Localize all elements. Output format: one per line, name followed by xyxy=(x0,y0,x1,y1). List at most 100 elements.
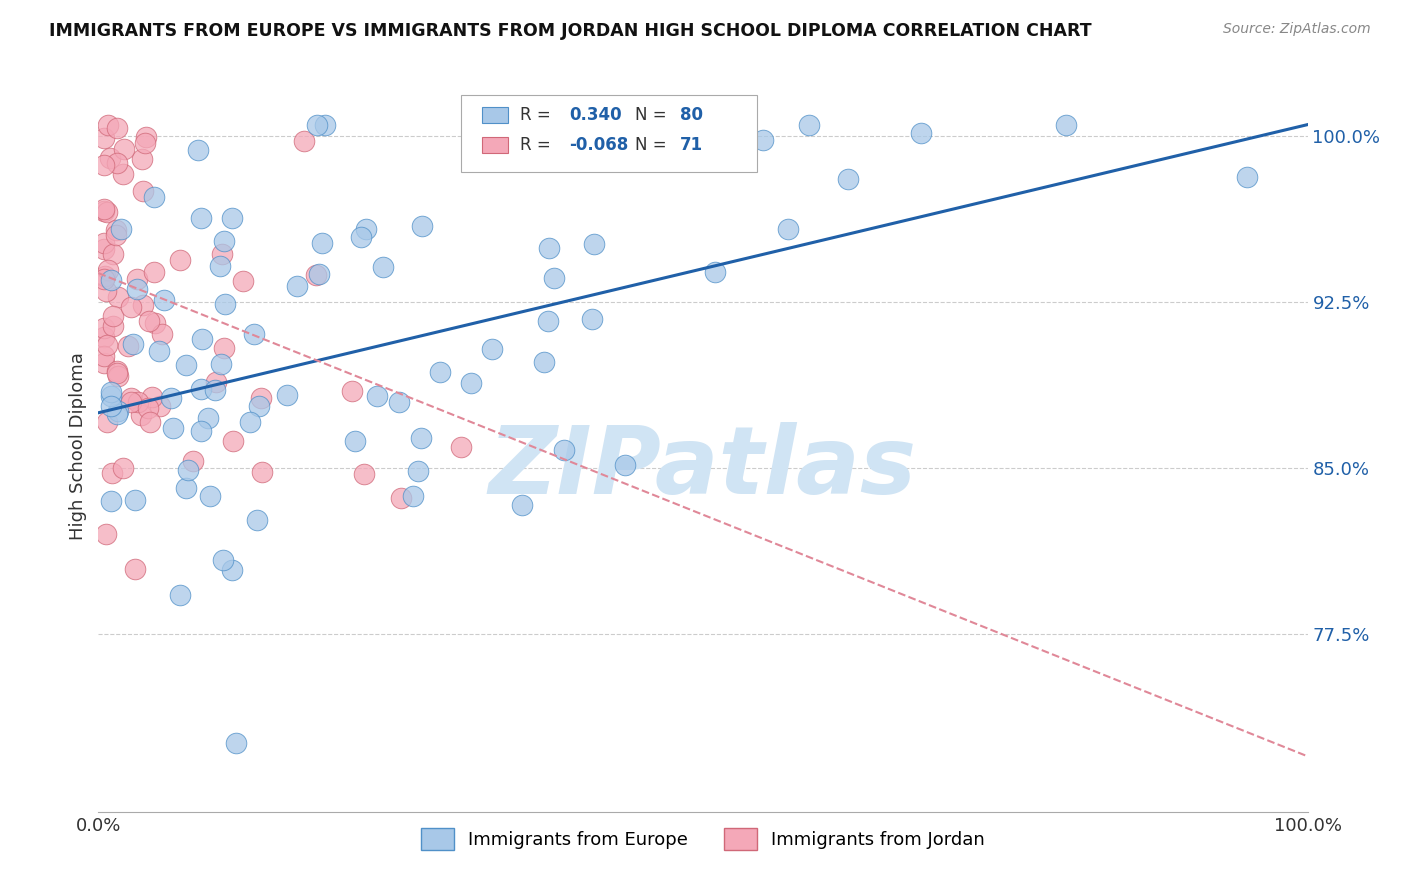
Point xyxy=(411,219,433,234)
Point xyxy=(107,404,129,418)
Point xyxy=(93,203,115,218)
Point xyxy=(553,443,575,458)
Point xyxy=(910,126,932,140)
Point xyxy=(181,454,204,468)
Point xyxy=(121,336,143,351)
Point xyxy=(127,395,149,409)
Text: 80: 80 xyxy=(681,106,703,124)
Point xyxy=(111,167,134,181)
Point xyxy=(104,223,127,237)
Point xyxy=(149,399,172,413)
Point xyxy=(308,267,330,281)
Point xyxy=(311,235,333,250)
Point xyxy=(105,155,128,169)
Point xyxy=(127,272,149,286)
Point xyxy=(389,491,412,505)
Point xyxy=(101,319,124,334)
Point xyxy=(276,388,298,402)
Point xyxy=(776,222,799,236)
Point xyxy=(94,284,117,298)
Point xyxy=(187,143,209,157)
Point xyxy=(204,383,226,397)
Point xyxy=(96,338,118,352)
Point xyxy=(353,467,375,481)
Point xyxy=(135,130,157,145)
Point xyxy=(101,246,124,260)
Text: IMMIGRANTS FROM EUROPE VS IMMIGRANTS FROM JORDAN HIGH SCHOOL DIPLOMA CORRELATION: IMMIGRANTS FROM EUROPE VS IMMIGRANTS FRO… xyxy=(49,22,1092,40)
Point xyxy=(105,366,128,380)
Point xyxy=(93,330,115,344)
Point xyxy=(1054,118,1077,132)
Point xyxy=(190,332,212,346)
Point xyxy=(209,357,232,371)
Point xyxy=(117,339,139,353)
Point xyxy=(211,553,233,567)
Point xyxy=(593,127,616,141)
Point xyxy=(105,407,128,421)
Point xyxy=(1236,170,1258,185)
Point xyxy=(246,513,269,527)
Text: ZIPatlas: ZIPatlas xyxy=(489,422,917,514)
Point xyxy=(205,375,228,389)
Point xyxy=(105,228,128,243)
Point xyxy=(344,434,367,448)
Point xyxy=(100,389,122,403)
Point xyxy=(141,390,163,404)
Point xyxy=(190,211,212,225)
Point xyxy=(197,411,219,425)
Point xyxy=(98,151,121,165)
Point xyxy=(460,376,482,390)
Point xyxy=(124,562,146,576)
Point xyxy=(481,342,503,356)
Point xyxy=(177,462,200,476)
Point xyxy=(124,492,146,507)
Point xyxy=(97,263,120,277)
Point xyxy=(112,142,135,156)
Point xyxy=(169,588,191,602)
Point xyxy=(190,382,212,396)
Point xyxy=(105,120,128,135)
Point xyxy=(93,242,115,256)
Point xyxy=(411,431,433,445)
Point xyxy=(543,271,565,285)
Y-axis label: High School Diploma: High School Diploma xyxy=(69,352,87,540)
Point xyxy=(107,368,129,383)
Point xyxy=(112,461,135,475)
Point xyxy=(247,399,270,413)
Point xyxy=(657,118,679,132)
Point xyxy=(538,240,561,254)
Point xyxy=(354,222,377,236)
Text: 71: 71 xyxy=(681,136,703,153)
Point xyxy=(101,466,124,480)
Text: Source: ZipAtlas.com: Source: ZipAtlas.com xyxy=(1223,22,1371,37)
Point xyxy=(837,172,859,186)
Point xyxy=(582,236,605,251)
Point xyxy=(138,416,160,430)
Point xyxy=(105,363,128,377)
Point xyxy=(93,272,115,286)
Text: R =: R = xyxy=(520,106,557,124)
Point xyxy=(100,400,122,414)
Point xyxy=(613,458,636,472)
Point xyxy=(143,316,166,330)
Point xyxy=(703,265,725,279)
Text: N =: N = xyxy=(636,106,672,124)
Point xyxy=(107,290,129,304)
Point xyxy=(585,118,607,132)
Point xyxy=(429,365,451,379)
Point xyxy=(93,158,115,172)
Point xyxy=(162,420,184,434)
FancyBboxPatch shape xyxy=(482,136,509,153)
Point xyxy=(305,268,328,282)
Point xyxy=(221,211,243,226)
Point xyxy=(371,260,394,274)
Point xyxy=(97,118,120,132)
Point xyxy=(231,274,253,288)
Point xyxy=(138,314,160,328)
Point xyxy=(93,202,115,216)
Point xyxy=(96,415,118,429)
Point xyxy=(314,118,336,132)
Point xyxy=(243,327,266,342)
Point xyxy=(159,391,181,405)
Text: -0.068: -0.068 xyxy=(569,136,628,153)
